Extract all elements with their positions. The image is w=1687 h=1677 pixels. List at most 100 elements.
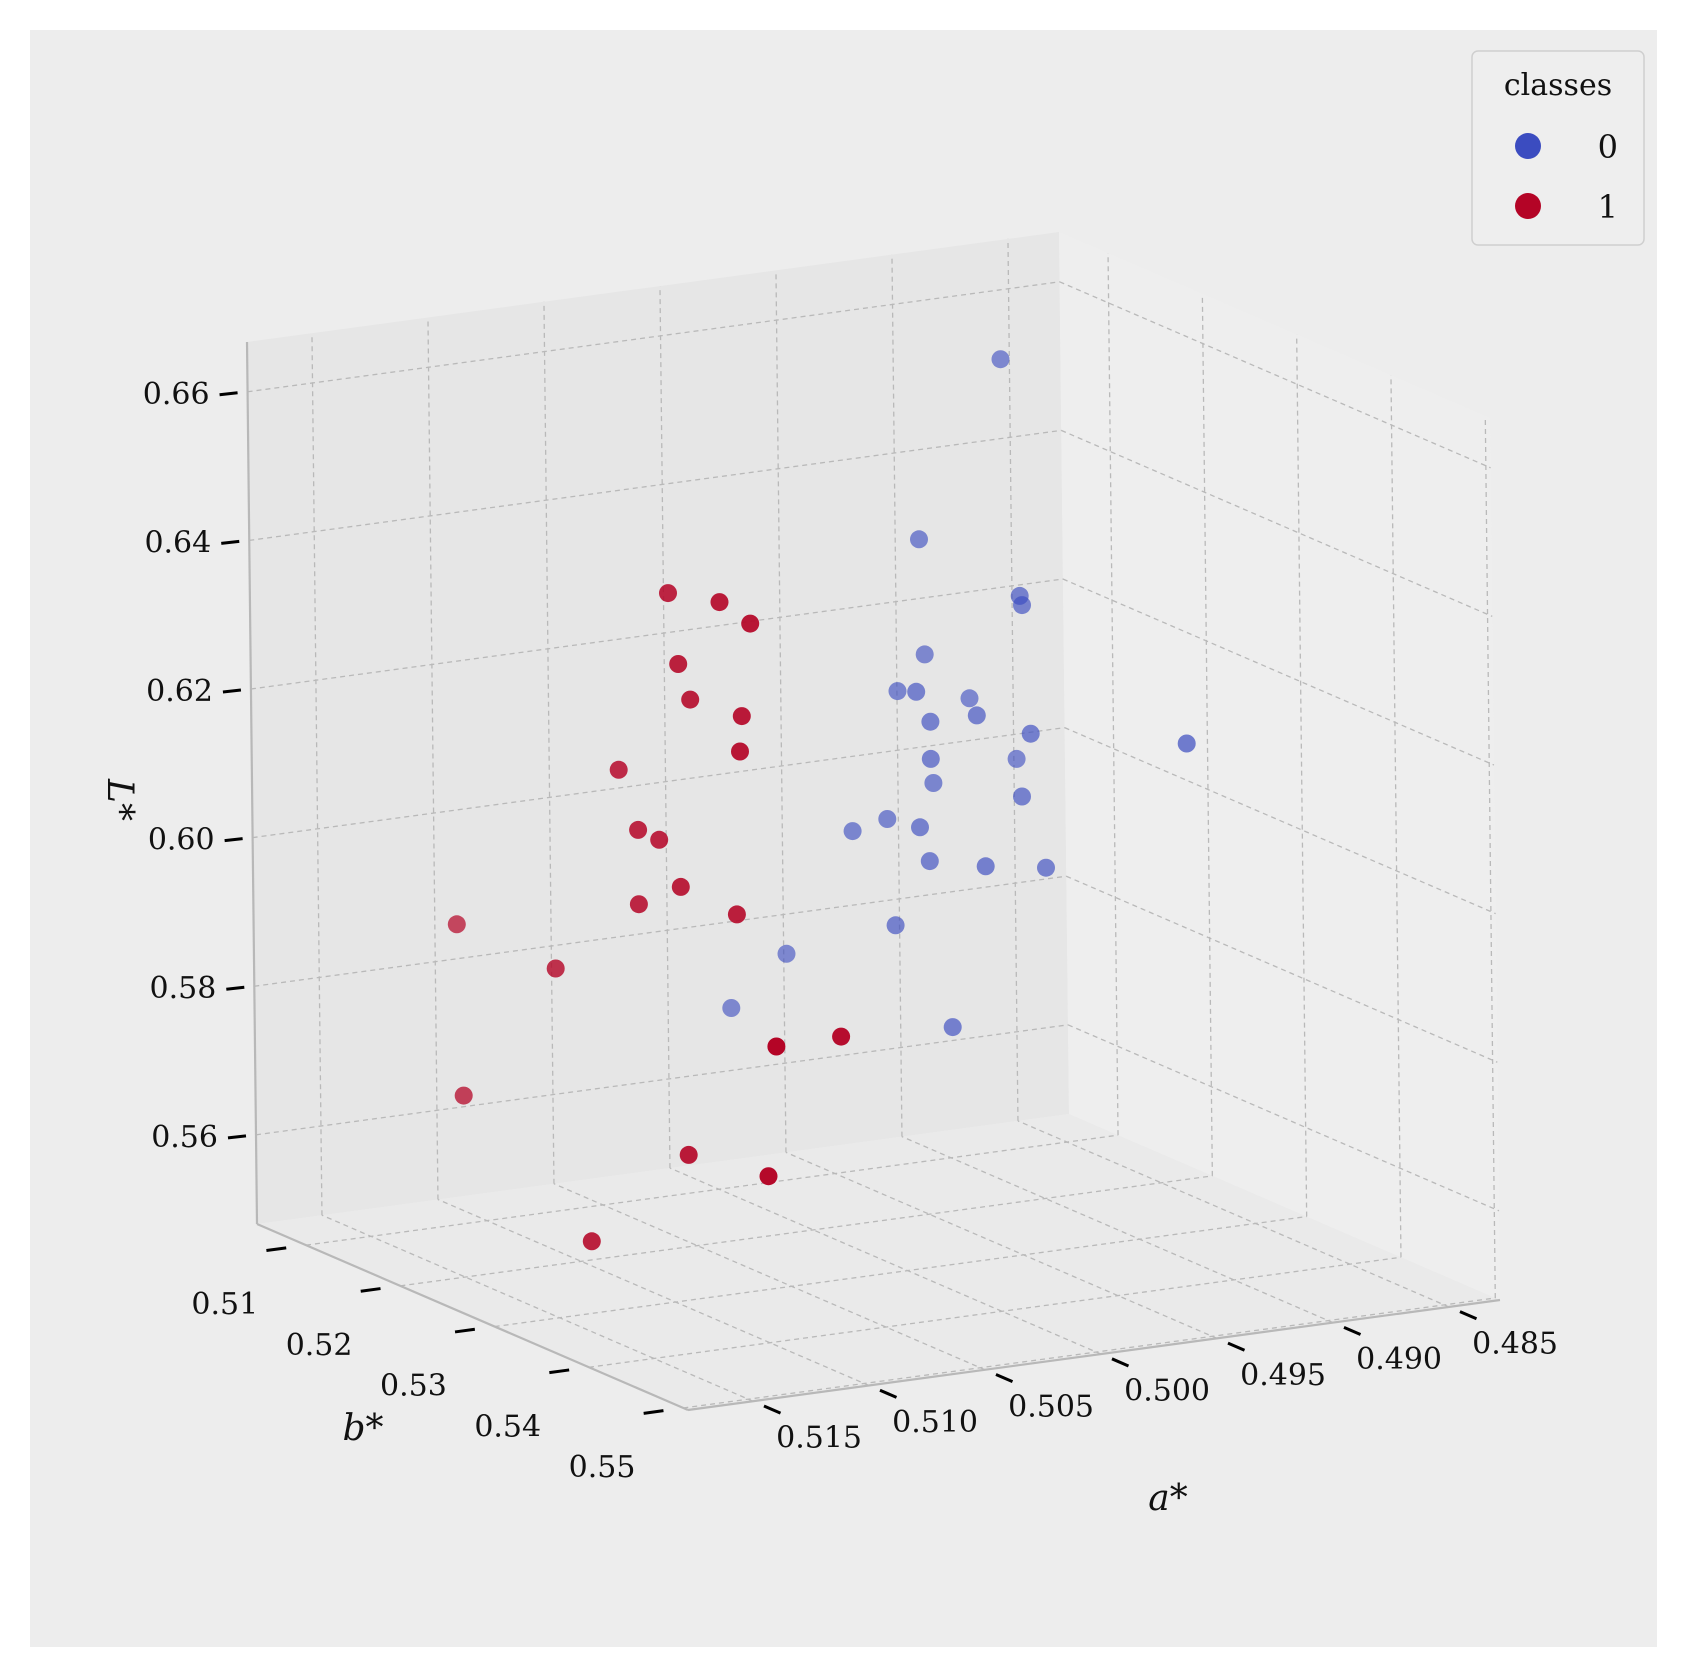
grid-line-l-side	[1059, 281, 1491, 469]
grid-line-a-floor	[901, 1136, 1334, 1324]
y-tick-mark	[360, 1287, 381, 1293]
grid-line-b-side	[1390, 375, 1402, 1258]
legend: classes 0 1	[1471, 50, 1645, 246]
grid-line-l-side	[1062, 578, 1495, 766]
data-point-class-1	[629, 820, 648, 839]
data-point-class-1	[727, 905, 746, 924]
grid-line-b-side	[1296, 334, 1308, 1217]
x-axis-label: a*	[1148, 1478, 1187, 1519]
grid-line-l-side	[1064, 727, 1496, 915]
z-tick-label: 0.60	[148, 823, 215, 858]
data-point-class-0	[1013, 787, 1031, 806]
data-point-class-1	[447, 915, 466, 934]
z-tick-mark	[221, 539, 240, 545]
grid-line-l-back	[252, 726, 1065, 839]
y-tick-mark	[454, 1327, 476, 1334]
data-point-class-0	[910, 530, 928, 549]
data-point-class-1	[609, 760, 628, 779]
grid-line-a-floor	[437, 1198, 870, 1387]
y-axis-label: b*	[342, 1408, 383, 1449]
z-tick-label: 0.66	[143, 377, 210, 412]
data-point-class-0	[976, 857, 995, 876]
data-point-class-0	[991, 350, 1010, 369]
grid-line-a-back	[427, 317, 439, 1200]
grid-line-a-back	[311, 333, 323, 1216]
y-tick-label: 0.52	[286, 1328, 353, 1363]
data-point-class-0	[1013, 596, 1031, 615]
x-tick-label: 0.515	[776, 1421, 862, 1456]
grid-line-l-side	[1066, 875, 1498, 1063]
z-tick-mark	[219, 391, 238, 397]
data-point-class-1	[710, 593, 729, 612]
data-point-class-1	[454, 1086, 473, 1105]
x-tick-label: 0.485	[1472, 1326, 1558, 1361]
data-point-class-1	[671, 877, 690, 896]
data-point-class-1	[650, 830, 669, 849]
data-point-class-1	[659, 584, 677, 603]
x-tick-label: 0.495	[1240, 1358, 1326, 1393]
data-point-class-1	[629, 895, 648, 914]
data-point-class-0	[911, 818, 929, 837]
y-tick-label: 0.54	[474, 1409, 541, 1444]
x-tick-label: 0.510	[892, 1405, 978, 1440]
data-point-class-0	[1007, 749, 1026, 768]
z-tick-label: 0.58	[150, 971, 217, 1006]
grid-line-b-floor	[588, 1256, 1402, 1368]
axis-panes	[247, 232, 1500, 1410]
legend-marker-class-0	[1515, 133, 1541, 159]
x-tick-label: 0.505	[1008, 1389, 1094, 1424]
x-tick-mark	[879, 1388, 898, 1399]
data-point-class-0	[888, 682, 907, 701]
z-axis-line	[245, 341, 259, 1225]
data-point-class-0	[921, 749, 940, 768]
z-tick-label: 0.56	[151, 1120, 218, 1155]
data-point-class-0	[920, 852, 939, 871]
data-point-class-0	[943, 1018, 962, 1037]
data-point-class-0	[924, 774, 943, 792]
grid-line-b-side	[1107, 253, 1119, 1136]
data-point-class-0	[777, 944, 796, 963]
z-tick-mark	[226, 985, 245, 991]
side-pane	[1059, 232, 1500, 1300]
grid-line-a-back	[543, 301, 555, 1184]
tick-marks	[219, 391, 1478, 1415]
data-point-class-0	[915, 645, 934, 664]
data-point-class-1	[679, 1145, 698, 1164]
legend-label-class-0: 0	[1598, 128, 1618, 166]
data-point-class-1	[582, 1232, 601, 1251]
data-point-class-0	[722, 999, 741, 1017]
y-tick-mark	[266, 1246, 287, 1253]
data-point-class-0	[1037, 858, 1055, 877]
z-tick-mark	[227, 1134, 247, 1140]
z-tick-label: 0.64	[144, 525, 211, 560]
tick-labels: 0.485 0.490 0.495 0.500 0.505 0.510 0.515 0.51 0…	[143, 377, 1558, 1485]
data-point-class-0	[921, 712, 940, 731]
y-tick-label: 0.51	[191, 1287, 258, 1322]
grid-line-a-floor	[553, 1183, 986, 1371]
grid-line-b-floor	[683, 1297, 1496, 1409]
grid-line-b-floor	[494, 1215, 1307, 1328]
x-tick-label: 0.500	[1124, 1374, 1210, 1409]
data-point-class-1	[759, 1167, 778, 1186]
legend-title: classes	[1504, 68, 1612, 103]
y-tick-label: 0.53	[380, 1369, 447, 1404]
data-point-class-0	[878, 810, 897, 828]
data-point-class-1	[546, 959, 565, 978]
floor-pane	[257, 1114, 1500, 1410]
grid-line-a-floor	[321, 1214, 754, 1402]
back-pane	[247, 232, 1069, 1224]
data-point-class-0	[1021, 724, 1040, 743]
data-point-class-1	[767, 1037, 786, 1056]
legend-frame	[1471, 50, 1645, 246]
data-point-class-0	[886, 916, 905, 935]
data-point-class-1	[732, 707, 751, 726]
z-tick-label: 0.62	[146, 674, 213, 709]
grid-line-b-floor	[305, 1134, 1119, 1246]
y-tick-label: 0.55	[569, 1450, 636, 1485]
data-point-class-1	[669, 655, 688, 673]
grid-line-l-side	[1067, 1024, 1500, 1212]
z-axis-label: L*	[99, 778, 140, 821]
grid-line-l-back	[255, 1024, 1069, 1136]
x-tick-mark	[763, 1404, 782, 1415]
